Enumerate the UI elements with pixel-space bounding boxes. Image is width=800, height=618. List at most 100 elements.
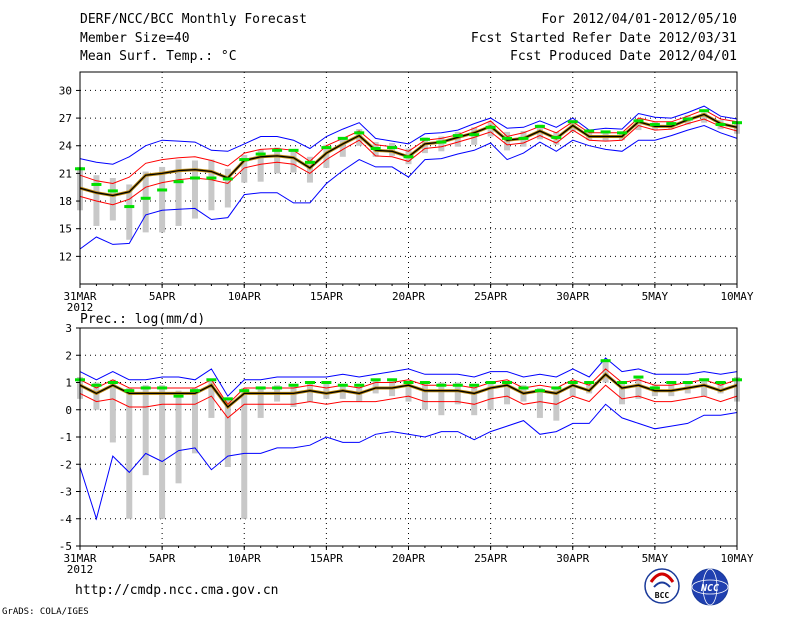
obs-mark [370, 378, 381, 382]
range-box [635, 377, 642, 399]
obs-mark [534, 389, 545, 393]
y-tick-label: 30 [59, 84, 72, 97]
x-tick-label: 5APR [149, 552, 176, 565]
obs-mark [124, 389, 135, 393]
obs-mark [649, 123, 660, 127]
range-box [175, 159, 182, 226]
series-line-lower [79, 384, 738, 419]
y-tick-label: -2 [59, 458, 72, 471]
range-box [109, 379, 116, 443]
bcc-logo: BCC [644, 568, 680, 604]
series-line-min [79, 403, 738, 521]
obs-mark [485, 381, 496, 384]
x-tick-label: 5APR [149, 290, 176, 303]
obs-mark [272, 386, 283, 390]
obs-mark [173, 180, 184, 184]
x-tick-label: 31MAR [63, 290, 96, 303]
obs-mark [91, 383, 102, 387]
x-tick-label: 30APR [556, 290, 589, 303]
x-tick-label: 10APR [228, 552, 261, 565]
range-box [438, 136, 445, 152]
x-tick-label: 15APR [310, 290, 343, 303]
obs-mark [337, 383, 348, 387]
range-box [323, 144, 330, 168]
precipitation-axis: 31MAR 5APR 10APR 15APR 20APR 25APR 30APR 5MAY 10… [59, 322, 754, 576]
series-line-upper [79, 109, 738, 185]
obs-mark [682, 117, 693, 121]
obs-mark [600, 130, 611, 134]
range-box [257, 149, 264, 182]
obs-mark [157, 188, 168, 192]
range-box [142, 171, 149, 233]
range-box [274, 147, 281, 174]
range-box [536, 387, 543, 418]
obs-mark [304, 381, 315, 384]
y-tick-label: 27 [59, 112, 72, 125]
range-box [504, 382, 511, 405]
obs-mark [666, 122, 677, 126]
obs-mark [617, 381, 628, 384]
obs-mark [436, 140, 447, 144]
range-box [454, 131, 461, 147]
range-box [701, 112, 708, 123]
y-tick-label: -3 [59, 486, 72, 499]
y-tick-label: 2 [65, 349, 72, 362]
obs-mark [321, 381, 332, 384]
obs-mark [206, 378, 217, 382]
obs-mark [255, 386, 266, 390]
y-tick-label: 12 [59, 250, 72, 263]
y-tick-label: 1 [65, 377, 72, 390]
y-tick-label: 0 [65, 404, 72, 417]
member-size: Member Size=40 [80, 31, 190, 46]
obs-mark [699, 378, 710, 382]
temperature-lines [79, 105, 738, 250]
obs-mark [584, 381, 595, 384]
range-box [191, 160, 198, 219]
x-tick-label: 10MAY [720, 552, 753, 565]
obs-mark [140, 196, 151, 200]
series-line-ensemble-mean [79, 373, 738, 408]
obs-mark [633, 375, 644, 379]
grads-credit: GrADS: COLA/IGES [2, 607, 89, 617]
range-box [717, 382, 724, 394]
range-box [339, 137, 346, 157]
x-tick-label: 30APR [556, 552, 589, 565]
y-tick-label: 21 [59, 167, 72, 180]
y-tick-label: -1 [59, 431, 72, 444]
range-box [93, 382, 100, 410]
temperature-obs-marks [75, 109, 742, 209]
obs-mark [157, 386, 168, 390]
series-line-max [79, 105, 738, 165]
obs-mark [222, 177, 233, 181]
obs-mark [370, 147, 381, 151]
obs-mark [502, 136, 513, 140]
range-box [389, 142, 396, 156]
obs-mark [715, 123, 726, 127]
source-url[interactable]: http://cmdp.ncc.cma.gov.cn [75, 583, 279, 598]
obs-mark [239, 158, 250, 162]
range-box [109, 178, 116, 221]
obs-mark [387, 146, 398, 150]
obs-mark [419, 137, 430, 141]
obs-mark [403, 155, 414, 159]
variable-label: Mean Surf. Temp.: °C [80, 49, 237, 64]
series-line-lower [79, 118, 738, 206]
range-box [290, 149, 297, 173]
range-box [454, 382, 461, 405]
figure-title: DERF/NCC/BCC Monthly Forecast [80, 12, 307, 27]
range-box [635, 119, 642, 131]
range-box [471, 385, 478, 416]
obs-mark [419, 381, 430, 384]
obs-mark [666, 381, 677, 384]
obs-mark [403, 381, 414, 384]
range-box [208, 379, 215, 418]
y-tick-label: -4 [59, 513, 73, 526]
obs-mark [239, 389, 250, 393]
obs-mark [387, 378, 398, 382]
x-tick-label: 5MAY [642, 290, 669, 303]
obs-mark [485, 125, 496, 129]
range-box [159, 166, 166, 233]
obs-mark [354, 383, 365, 387]
obs-mark [518, 386, 529, 390]
obs-mark [337, 136, 348, 140]
